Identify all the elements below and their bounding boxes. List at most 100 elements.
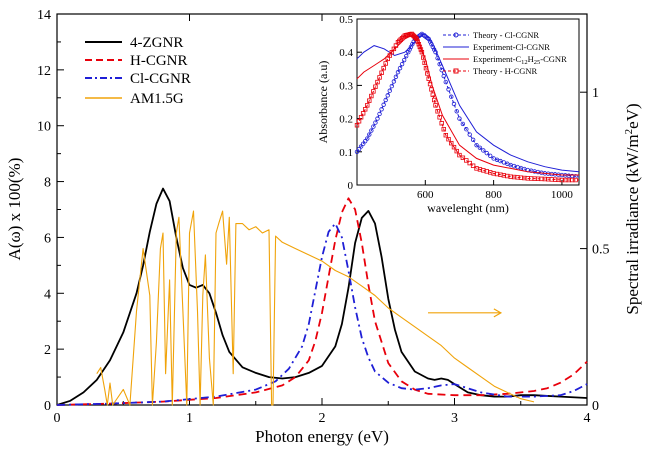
inset-marker-square (441, 127, 446, 132)
inset-marker-square (437, 115, 442, 120)
inset-y-axis-label: Absorbance (a.u) (316, 61, 330, 144)
inset-marker-circle (449, 94, 454, 99)
series-4-zgnr (56, 187, 588, 406)
inset-marker-square (460, 155, 466, 160)
y-left-tick-label: 8 (44, 176, 51, 191)
inset-marker-square (398, 37, 403, 42)
inset-marker-square (573, 177, 578, 183)
x-tick-label: 4 (584, 411, 591, 426)
y-right-tick-label: 1 (592, 86, 599, 101)
annotation-arrow (428, 308, 503, 318)
inset-marker-square (377, 75, 382, 80)
series-cl-cgnr (56, 222, 588, 406)
inset-ticks: 600 800 1000 0 0.1 0.2 0.3 0.4 0.5 (339, 14, 573, 201)
inset-marker-square (443, 132, 448, 138)
inset-marker-square (427, 81, 433, 87)
y-right-tick-label: 0.5 (592, 243, 610, 258)
y-left-tick-label: 2 (44, 343, 51, 358)
inset-y-tick-label: 0.3 (339, 80, 353, 92)
inset-legend-label-exp-c12: Experiment-C12H25-CGNR (473, 54, 567, 66)
inset-marker-square (399, 36, 405, 41)
y-left-tick-label: 10 (37, 120, 51, 135)
inset-marker-circle (387, 88, 392, 93)
inset-marker-circle (373, 120, 378, 125)
inset-legend: Theory - Cl-CGNR Experiment-Cl-CGNR Expe… (443, 30, 567, 76)
y-left-tick-label: 14 (37, 8, 51, 23)
inset-marker-circle (484, 150, 489, 156)
inset-marker-square (431, 97, 437, 103)
x-tick-label: 3 (451, 411, 458, 426)
y-axis-right-label: Spectral irradiance (kW/m2eV) (623, 103, 642, 314)
inset-marker-circle (383, 97, 388, 103)
y-left-tick-label: 0 (44, 399, 51, 414)
inset-marker-circle (474, 142, 479, 148)
inset-marker-square (416, 42, 422, 47)
inset-marker-circle (365, 136, 370, 141)
inset-y-tick-label: 0.5 (339, 14, 353, 26)
inset-marker-square (419, 50, 425, 55)
legend: 4-ZGNR H-CGNR Cl-CGNR AM1.5G (85, 35, 191, 107)
y-axis-right-label-post: eV) (623, 103, 642, 128)
legend-label-clcgnr: Cl-CGNR (130, 71, 191, 87)
inset-marker-circle (477, 145, 483, 151)
inset-series-experiment-cl-cgnr (356, 33, 580, 173)
inset-legend-label-theory-cl: Theory - Cl-CGNR (473, 30, 539, 40)
inset-marker-circle (377, 111, 382, 117)
inset-marker-square (367, 98, 372, 103)
inset-marker-circle (356, 146, 362, 152)
x-tick-label: 1 (186, 411, 193, 426)
inset-legend-label-exp-cl: Experiment-Cl-CGNR (473, 42, 550, 52)
inset-y-tick-label: 0.4 (339, 47, 353, 59)
inset-marker-square (470, 163, 476, 168)
inset-marker-square (397, 38, 402, 44)
inset-marker-square (381, 65, 386, 71)
inset-legend-exp-c12-sub1: 12 (521, 59, 528, 66)
inset-marker-circle (367, 132, 372, 137)
inset-series-theory-h-cgnr (356, 33, 579, 181)
inset-marker-circle (441, 73, 446, 79)
inset-marker-square (439, 121, 444, 126)
inset-marker-square (449, 140, 454, 146)
inset-legend-exp-c12-b: H (528, 54, 534, 64)
inset-marker-square (383, 61, 388, 66)
x-axis-label: Photon energy (eV) (255, 427, 389, 446)
inset-marker-circle (389, 83, 395, 89)
inset-marker-circle (395, 69, 401, 75)
y-left-tick-label: 6 (44, 231, 51, 246)
inset-marker-circle (451, 101, 457, 107)
inset-marker-circle (354, 149, 360, 154)
x-tick-label: 2 (319, 411, 326, 426)
inset-legend-exp-c12-c: -CGNR (540, 54, 567, 64)
x-tick-label: 0 (54, 411, 61, 426)
inset-marker-circle (360, 141, 366, 147)
inset-marker-circle (446, 87, 451, 92)
inset-marker-circle (470, 137, 476, 143)
legend-label-hcgnr: H-CGNR (130, 53, 188, 69)
inset-marker-circle (362, 138, 368, 144)
inset-marker-square (464, 158, 469, 163)
inset-marker-square (415, 39, 420, 44)
inset-marker-circle (399, 61, 405, 67)
inset-marker-square (430, 92, 436, 97)
inset-marker-circle (457, 116, 462, 121)
main-series (56, 187, 588, 406)
inset-series (354, 31, 580, 183)
inset-y-tick-label: 0.2 (339, 114, 353, 126)
inset-marker-square (429, 87, 434, 92)
inset-marker-square (454, 148, 459, 154)
inset-marker-circle (381, 102, 386, 107)
legend-label-4zgnr: 4-ZGNR (130, 35, 183, 51)
inset-marker-circle (379, 107, 384, 112)
inset-y-tick-label: 0.1 (339, 147, 353, 159)
inset-marker-circle (439, 67, 444, 73)
inset-marker-square (451, 144, 457, 150)
inset-marker-circle (375, 116, 380, 121)
inset-marker-circle (371, 124, 376, 129)
series-am1-5g (96, 210, 535, 406)
inset-marker-circle (358, 144, 364, 149)
inset-legend-exp-c12-a: Experiment-C (473, 54, 521, 64)
inset-marker-square (414, 36, 419, 42)
arrow-head (493, 308, 503, 318)
inset-marker-square (379, 70, 384, 75)
inset-marker-circle (443, 79, 448, 85)
